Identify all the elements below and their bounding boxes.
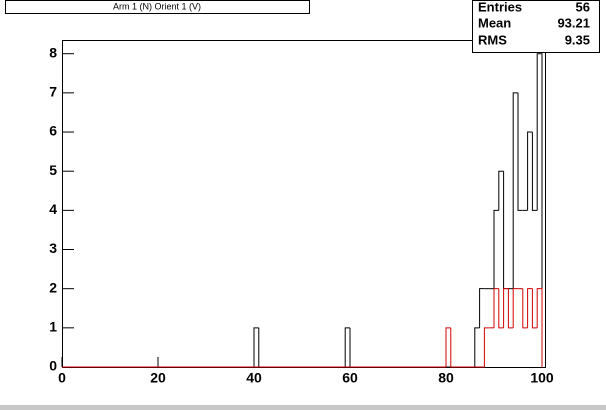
histogram-bin (450, 327, 456, 368)
stats-label: Mean (478, 15, 511, 30)
histogram-bin (253, 327, 259, 367)
histogram-bin (522, 288, 528, 329)
y-tick-label: 5 (49, 162, 57, 178)
stats-value: 56 (576, 0, 590, 14)
bottom-border (0, 405, 606, 410)
y-tick-label: 3 (49, 240, 57, 256)
x-tick-label: 0 (58, 370, 66, 386)
histogram-bin (536, 288, 543, 367)
stats-label: Entries (478, 0, 522, 14)
histogram-bin (493, 288, 499, 328)
histogram-bin (527, 288, 533, 328)
histogram-bin (493, 209, 499, 289)
x-tick-label: 40 (246, 370, 262, 386)
x-tick-label: 80 (438, 370, 454, 386)
histogram-bin (517, 92, 523, 211)
histogram-bin (512, 92, 518, 289)
histogram-bin (507, 288, 514, 329)
histogram-bin (498, 288, 504, 329)
x-tick-label: 100 (530, 370, 554, 386)
histogram-bin (531, 132, 538, 211)
stats-label: RMS (478, 32, 507, 47)
stats-value: 93.21 (557, 15, 590, 30)
y-tick-label: 6 (49, 123, 57, 139)
histogram-bin (479, 288, 485, 328)
histogram-bin (527, 131, 533, 211)
histogram-bin (483, 327, 490, 367)
x-tick-label: 60 (342, 370, 358, 386)
stats-value: 9.35 (565, 32, 590, 47)
title-box (5, 0, 310, 14)
histogram-bin (498, 170, 504, 211)
chart-title: Arm 1 (N) Orient 1 (V) (113, 1, 201, 11)
histogram-bin (344, 327, 350, 367)
x-tick-label: 20 (150, 370, 166, 386)
histogram-bin (512, 288, 518, 328)
y-tick-label: 2 (49, 279, 57, 295)
histogram-bin (536, 53, 543, 367)
y-tick-label: 1 (49, 319, 57, 335)
histogram-bin (531, 288, 538, 329)
histogram-bin (445, 327, 451, 367)
y-tick-label: 8 (49, 44, 57, 60)
plot-area: 0 20 40 60 80 100 0 1 2 3 4 5 6 7 8 (49, 44, 554, 385)
histogram-bin (474, 327, 480, 367)
y-tick-label: 7 (49, 84, 57, 100)
y-tick-label: 4 (49, 201, 57, 217)
stats-box (472, 0, 600, 53)
histogram-bin (503, 288, 509, 328)
y-tick-label: 0 (49, 358, 57, 374)
